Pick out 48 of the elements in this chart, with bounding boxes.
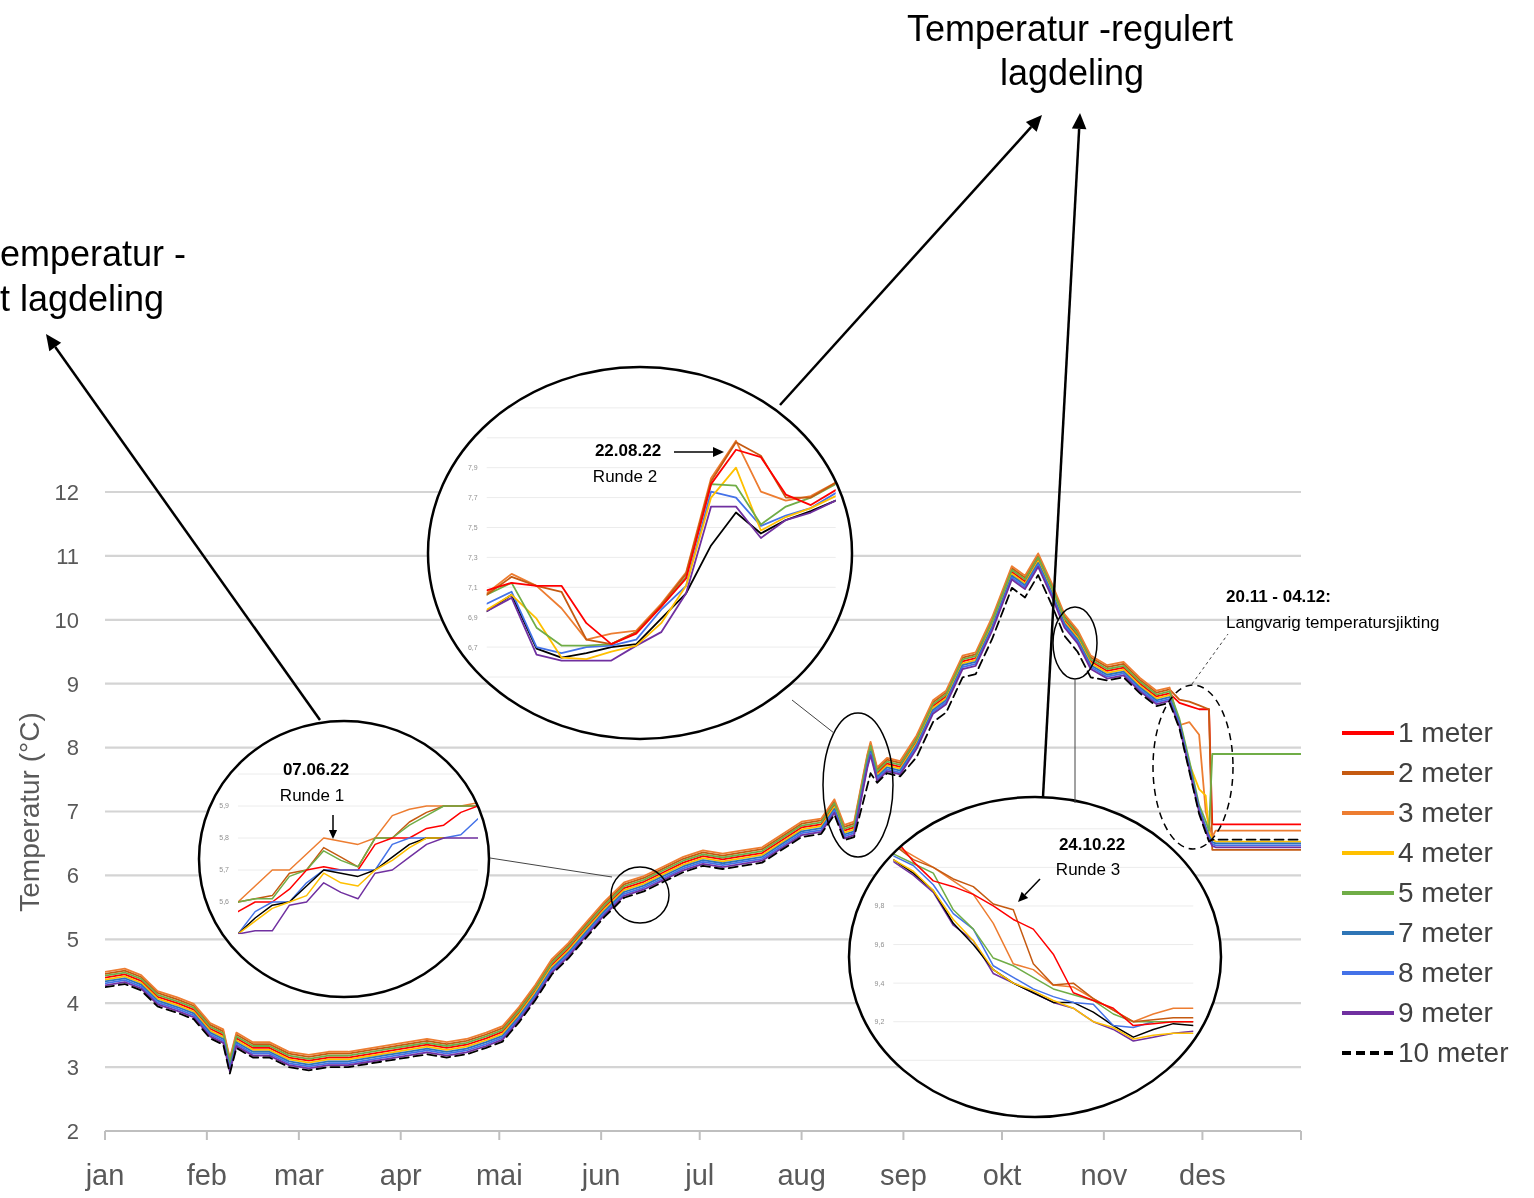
x-tick-label: nov	[1080, 1158, 1128, 1191]
y-tick-label: 9	[66, 671, 79, 697]
y-tick-label: 6	[66, 863, 79, 889]
y-tick-label: 7	[66, 799, 79, 825]
annotation: 24.10.22	[1058, 835, 1126, 855]
text: Temperatur -regulert	[906, 8, 1234, 50]
legend-label: 9 meter	[1398, 997, 1493, 1029]
text: emperatur -	[0, 233, 187, 275]
legend-label: 10 meter	[1398, 1037, 1509, 1069]
x-tick-label: des	[1179, 1158, 1226, 1191]
line-series	[893, 855, 1155, 1029]
annotation: 20.11 - 04.12:	[1226, 587, 1331, 607]
annotation: Langvarig temperatursjikting	[1226, 613, 1440, 633]
annotation: 07.06.22	[282, 760, 350, 780]
x-tick-label: mai	[475, 1158, 523, 1191]
x-tick-label: jul	[684, 1158, 715, 1191]
y-tick-label: 3	[66, 1054, 79, 1080]
y-axis-title: Temperatur (°C)	[14, 712, 46, 912]
x-tick-label: apr	[379, 1158, 423, 1191]
y-tick-label: 12	[54, 479, 79, 505]
x-tick-label: sep	[880, 1158, 927, 1191]
legend-label: 1 meter	[1398, 717, 1493, 749]
text: t lagdeling	[0, 278, 165, 320]
x-tick-label: jan	[84, 1158, 125, 1191]
x-tick-label: aug	[777, 1158, 826, 1191]
x-tick-label: okt	[982, 1158, 1022, 1191]
y-tick-label: 2	[66, 1118, 79, 1144]
legend-label: 7 meter	[1398, 917, 1493, 949]
legend-label: 8 meter	[1398, 957, 1493, 989]
annotation: 22.08.22	[594, 441, 662, 461]
x-tick-label: mar	[273, 1158, 325, 1191]
legend-label: 2 meter	[1398, 757, 1493, 789]
y-tick-label: 5	[66, 927, 79, 953]
legend-label: 5 meter	[1398, 877, 1493, 909]
annotation: Runde 1	[279, 786, 345, 806]
line-series	[238, 818, 478, 934]
x-tick-label: feb	[186, 1158, 228, 1191]
y-tick-label: 11	[56, 543, 79, 569]
annotation: Runde 3	[1055, 860, 1121, 880]
y-tick-label: 10	[54, 607, 79, 633]
line-series	[486, 466, 836, 660]
legend-label: 3 meter	[1398, 797, 1493, 829]
y-tick-label: 4	[66, 991, 79, 1017]
x-tick-label: jun	[580, 1158, 621, 1191]
annotation: Runde 2	[592, 467, 658, 487]
text: lagdeling	[999, 52, 1145, 94]
y-tick-label: 8	[66, 735, 79, 761]
legend-label: 4 meter	[1398, 837, 1493, 869]
